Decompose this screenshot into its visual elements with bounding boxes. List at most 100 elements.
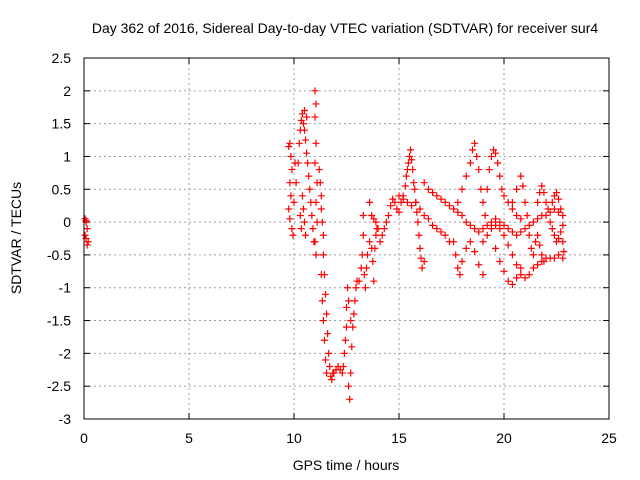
- y-tick-label: -2.5: [47, 378, 71, 394]
- data-point: [292, 179, 300, 187]
- data-point: [508, 198, 516, 206]
- data-point: [83, 225, 91, 233]
- y-axis-label: SDTVAR / TECUs: [8, 182, 24, 294]
- data-point: [346, 395, 354, 403]
- data-point: [315, 166, 323, 174]
- chart-title: Day 362 of 2016, Sidereal Day-to-day VTE…: [92, 20, 598, 36]
- data-point: [424, 185, 432, 193]
- data-point: [492, 244, 500, 252]
- data-point: [471, 248, 479, 256]
- data-point: [500, 192, 508, 200]
- data-point: [391, 198, 399, 206]
- data-point: [513, 212, 521, 220]
- x-tick-label: 10: [286, 430, 302, 446]
- data-point: [362, 264, 370, 272]
- data-point: [536, 241, 544, 249]
- data-point: [553, 189, 560, 197]
- data-point: [542, 212, 550, 220]
- data-point: [382, 218, 390, 226]
- data-point: [538, 251, 546, 259]
- data-point: [521, 274, 529, 282]
- data-point: [469, 146, 476, 154]
- data-point: [345, 382, 353, 390]
- y-tick-label: -0.5: [47, 247, 71, 263]
- data-point: [415, 231, 423, 239]
- data-point: [302, 136, 310, 144]
- data-point: [540, 257, 548, 265]
- data-point: [555, 235, 563, 242]
- data-point: [519, 182, 527, 190]
- data-point: [285, 205, 293, 213]
- data-point: [320, 336, 328, 344]
- data-point: [559, 238, 567, 246]
- data-point: [416, 205, 424, 213]
- data-point: [403, 198, 411, 206]
- data-point: [513, 261, 521, 269]
- data-point: [559, 212, 567, 220]
- data-point: [550, 205, 558, 213]
- data-point: [466, 238, 474, 246]
- data-point: [487, 152, 495, 160]
- data-point: [477, 185, 485, 193]
- data-point: [408, 202, 416, 210]
- data-point: [299, 120, 307, 128]
- data-point: [483, 221, 491, 229]
- x-tick-label: 25: [601, 430, 617, 446]
- data-point: [420, 179, 428, 187]
- y-tick-label: 2.5: [52, 50, 72, 66]
- data-point: [557, 205, 565, 213]
- data-point: [559, 221, 567, 229]
- x-tick-label: 5: [185, 430, 193, 446]
- data-point: [323, 369, 331, 377]
- data-point: [479, 238, 487, 246]
- data-point: [529, 251, 537, 259]
- data-point: [557, 228, 565, 236]
- data-point: [534, 198, 542, 206]
- data-point: [410, 179, 418, 187]
- data-point: [555, 251, 563, 259]
- data-point: [483, 185, 491, 193]
- data-point: [288, 225, 296, 233]
- data-point: [409, 166, 417, 174]
- data-point: [454, 198, 462, 206]
- data-point: [81, 231, 89, 239]
- data-point: [500, 267, 508, 275]
- data-point: [369, 257, 377, 265]
- data-point: [344, 284, 352, 292]
- data-point: [366, 238, 374, 246]
- data-point: [387, 202, 395, 210]
- data-point: [550, 231, 558, 239]
- data-point: [302, 231, 310, 239]
- data-point: [303, 149, 311, 157]
- data-point: [538, 182, 546, 190]
- data-point: [458, 185, 466, 193]
- data-point: [479, 198, 487, 206]
- data-point: [521, 225, 529, 233]
- data-point: [339, 362, 347, 370]
- data-point: [299, 205, 307, 213]
- data-point: [546, 218, 554, 226]
- y-tick-label: -2: [59, 345, 72, 361]
- data-point: [290, 198, 298, 206]
- data-point: [529, 218, 537, 226]
- data-point: [517, 271, 525, 279]
- data-point: [420, 212, 428, 220]
- data-point: [285, 143, 293, 151]
- data-point: [345, 297, 353, 305]
- data-point: [306, 185, 314, 193]
- data-point: [492, 221, 500, 229]
- data-point: [475, 166, 483, 174]
- x-tick-label: 20: [496, 430, 512, 446]
- data-point: [287, 192, 295, 200]
- data-point: [370, 277, 378, 285]
- data-point: [371, 244, 379, 252]
- data-point: [504, 241, 512, 249]
- data-point: [466, 159, 474, 167]
- data-point: [487, 218, 495, 226]
- data-point: [418, 264, 426, 272]
- data-point: [517, 228, 525, 236]
- data-point: [485, 166, 493, 174]
- data-point: [385, 212, 392, 220]
- data-point: [517, 264, 525, 272]
- data-point: [500, 231, 508, 239]
